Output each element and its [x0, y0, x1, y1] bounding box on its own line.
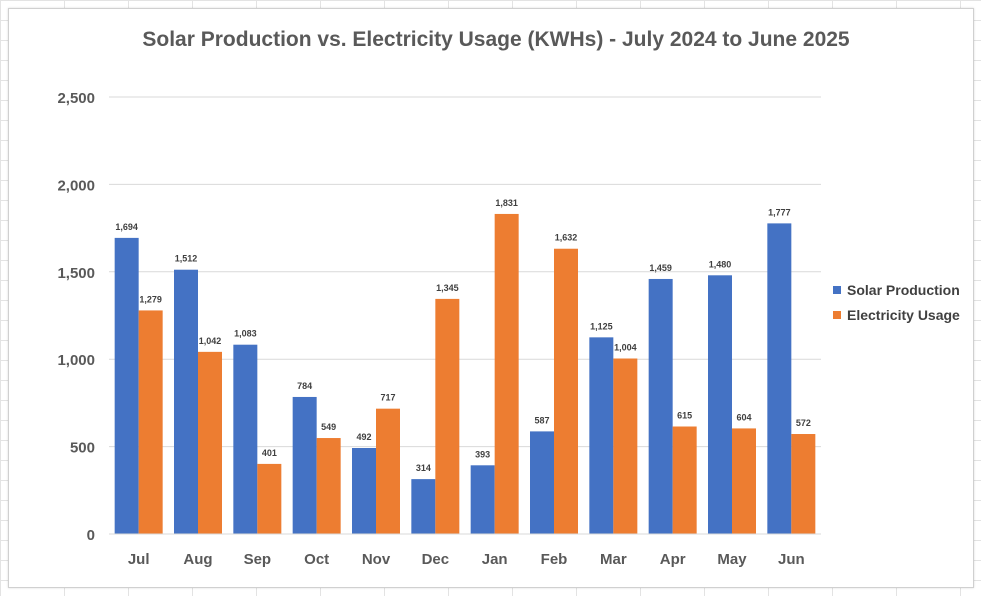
data-label: 314 [416, 463, 431, 473]
electricity-usage-bar [672, 426, 697, 534]
data-label: 1,083 [234, 329, 257, 339]
x-tick-label: Jan [482, 551, 508, 568]
legend-label: Electricity Usage [847, 307, 960, 323]
electricity-usage-bar [435, 298, 460, 534]
data-label: 1,345 [436, 283, 459, 293]
solar-production-bar [174, 269, 198, 534]
solar-production-bar [589, 337, 614, 534]
solar-production-bar [114, 237, 139, 534]
electricity-usage-bar [376, 408, 400, 534]
data-label: 1,831 [495, 198, 518, 208]
data-label: 1,777 [768, 207, 791, 217]
bar-chart: 1,694 1,279 1,512 1,042 1,083 401 784 549 492 717… [57, 28, 960, 568]
solar-production-bar [292, 396, 317, 534]
data-label: 1,125 [590, 321, 613, 331]
y-tick-label: 2,000 [57, 177, 95, 194]
data-label: 615 [677, 410, 692, 420]
x-tick-label: Dec [422, 551, 450, 568]
x-tick-label: Feb [541, 551, 568, 568]
electricity-usage-bar [613, 358, 638, 534]
data-label: 393 [475, 449, 490, 459]
data-label: 717 [380, 393, 395, 403]
electricity-usage-bar [138, 310, 163, 534]
solar-production-bar [648, 278, 673, 534]
chart-title: Solar Production vs. Electricity Usage (… [142, 28, 850, 51]
y-tick-label: 1,500 [57, 265, 95, 282]
legend-swatch [833, 286, 841, 294]
x-tick-label: Sep [244, 551, 272, 568]
electricity-usage-bar [791, 434, 816, 534]
electricity-usage-bar [198, 351, 222, 534]
electricity-usage-bar [554, 248, 578, 535]
x-tick-label: Apr [660, 551, 686, 568]
data-label: 1,459 [649, 263, 672, 273]
y-tick-label: 1,000 [57, 352, 95, 369]
x-tick-label: Jul [128, 551, 150, 568]
x-tick-label: May [717, 551, 747, 568]
electricity-usage-bar [732, 428, 756, 534]
x-tick-label: Oct [304, 551, 329, 568]
data-label: 1,632 [555, 233, 578, 243]
x-tick-label: Nov [362, 551, 391, 568]
data-label: 1,512 [175, 254, 198, 264]
electricity-usage-bar [257, 463, 282, 534]
solar-production-bar [233, 344, 258, 534]
legend-label: Solar Production [847, 282, 960, 298]
data-label: 1,279 [139, 294, 162, 304]
legend-swatch [833, 311, 841, 319]
solar-production-bar [530, 431, 554, 534]
y-tick-label: 2,500 [57, 90, 95, 107]
y-tick-label: 0 [87, 527, 95, 544]
data-label: 1,480 [709, 259, 732, 269]
data-label: 1,694 [115, 222, 138, 232]
data-label: 604 [736, 412, 751, 422]
data-label: 784 [297, 381, 312, 391]
x-tick-label: Aug [183, 551, 212, 568]
x-tick-label: Mar [600, 551, 627, 568]
electricity-usage-bar [316, 438, 341, 534]
data-label: 587 [534, 415, 549, 425]
solar-production-bar [767, 223, 792, 534]
data-label: 1,042 [199, 336, 222, 346]
y-tick-label: 500 [70, 440, 95, 457]
data-label: 401 [262, 448, 277, 458]
chart-legend: Solar Production Electricity Usage [833, 282, 960, 323]
chart-area: 1,694 1,279 1,512 1,042 1,083 401 784 549 492 717… [8, 8, 974, 588]
data-label: 572 [796, 418, 811, 428]
data-label: 492 [356, 432, 371, 442]
solar-production-bar [470, 465, 495, 534]
solar-production-bar [411, 479, 436, 534]
x-tick-label: Jun [778, 551, 805, 568]
data-label: 549 [321, 422, 336, 432]
data-label: 1,004 [614, 343, 637, 353]
solar-production-bar [708, 275, 732, 534]
electricity-usage-bar [494, 213, 519, 534]
solar-production-bar [352, 447, 376, 534]
